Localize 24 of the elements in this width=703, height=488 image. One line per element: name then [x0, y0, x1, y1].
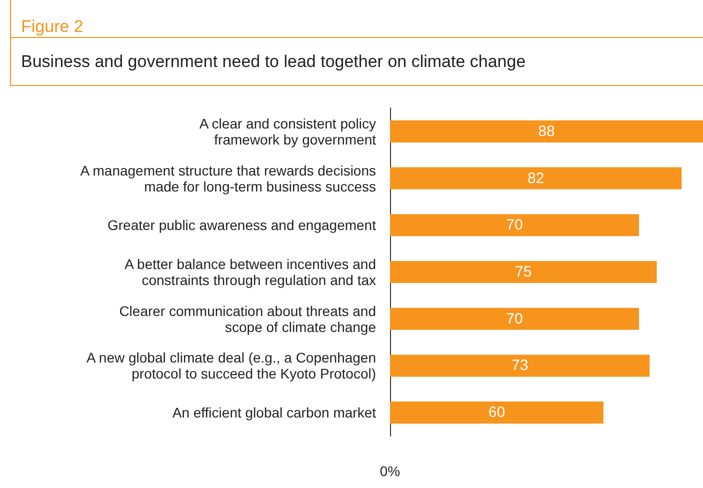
y-tick-label: A new global climate deal (e.g., a Copenhagen protocol to succeed the Kyoto Protocol) — [86, 350, 376, 382]
bar — [390, 260, 657, 284]
data-label: 60 — [488, 404, 506, 422]
data-label: 73 — [511, 357, 528, 374]
chart-subtitle: Business and government need to lead together on climate change — [20, 51, 527, 72]
text: Figure 2 — [11, 0, 703, 38]
y-tick-label: A clear and consistent policy framework by government — [199, 115, 376, 148]
y-tick-label: A management structure that rewards decisions made for long-term business success — [80, 162, 376, 194]
data-label: 88 — [538, 122, 555, 140]
bar — [390, 167, 682, 190]
data-label: 70 — [506, 310, 523, 328]
data-label: 75 — [515, 264, 532, 280]
bar — [390, 214, 639, 236]
bar — [390, 354, 650, 377]
text: 0% — [380, 463, 400, 479]
bar — [390, 120, 703, 142]
y-tick-label: Clearer communication about threats and scope of climate change — [119, 302, 376, 335]
y-tick-label: An efficient global carbon market — [172, 404, 376, 421]
bar — [390, 402, 604, 424]
bar — [390, 308, 639, 330]
y-tick-label: Greater public awareness and engagement — [107, 217, 376, 234]
y-tick-label: A better balance between incentives and constraints through regulation and tax — [124, 256, 376, 288]
data-label: 70 — [506, 216, 523, 234]
data-label: 82 — [527, 170, 544, 187]
